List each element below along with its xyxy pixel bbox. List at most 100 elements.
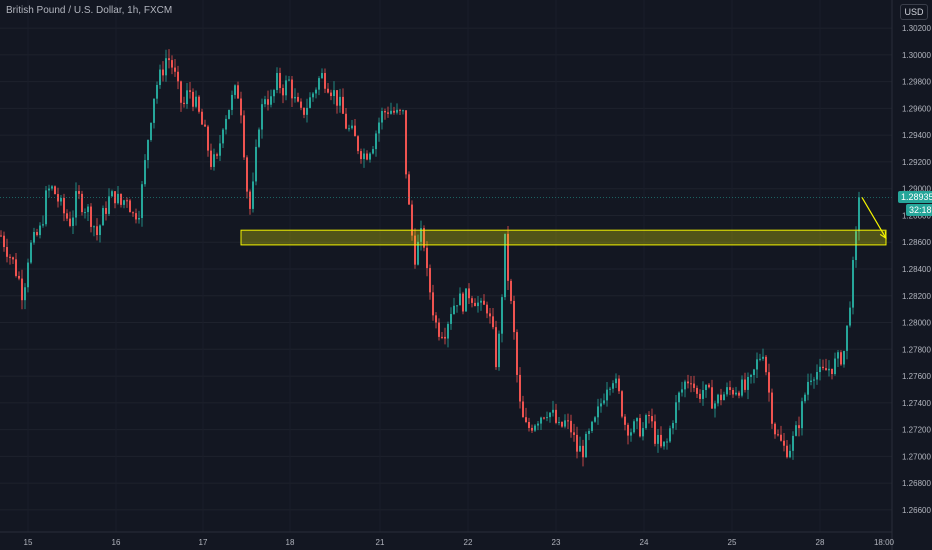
candle-body — [84, 212, 86, 214]
candle-body — [657, 434, 659, 444]
candle-body — [312, 93, 314, 98]
candle-body — [489, 313, 491, 317]
candle-body — [843, 350, 845, 365]
candle-body — [528, 421, 530, 428]
candle-body — [162, 69, 164, 76]
candle-body — [666, 441, 668, 443]
candle-body — [348, 128, 350, 130]
candle-body — [399, 109, 401, 111]
candle-body — [309, 97, 311, 108]
candle-body — [330, 92, 332, 97]
candle-body — [639, 418, 641, 437]
candle-body — [612, 383, 614, 389]
candle-body — [579, 445, 581, 452]
candle-body — [858, 197, 860, 232]
candle-body — [720, 394, 722, 401]
candle-body — [462, 293, 464, 312]
candle-body — [69, 218, 71, 226]
candle-body — [519, 374, 521, 402]
candle-body — [588, 430, 590, 434]
candle-body — [492, 316, 494, 328]
candle-body — [297, 96, 299, 102]
candle-body — [243, 115, 245, 158]
candle-body — [189, 90, 191, 92]
candle-body — [138, 217, 140, 220]
candle-body — [816, 372, 818, 380]
candle-body — [252, 181, 254, 209]
last-price-label: 1.28935 — [898, 191, 932, 204]
candle-body — [609, 388, 611, 390]
candle-body — [183, 102, 185, 105]
candle-body — [624, 416, 626, 425]
candle-body — [213, 154, 215, 167]
price-tick-label: 1.27200 — [902, 426, 931, 435]
candle-body — [480, 300, 482, 303]
candle-body — [99, 225, 101, 236]
price-tick-label: 1.26800 — [902, 479, 931, 488]
candle-body — [705, 384, 707, 391]
candle-body — [327, 88, 329, 93]
candle-body — [417, 241, 419, 265]
candle-body — [486, 304, 488, 314]
time-tick-label: 21 — [376, 538, 385, 547]
candle-body — [381, 111, 383, 123]
candle-body — [684, 381, 686, 390]
arrow-shaft — [861, 197, 887, 239]
candle-body — [516, 332, 518, 375]
candle-body — [321, 73, 323, 79]
candle-body — [459, 293, 461, 306]
candle-body — [660, 434, 662, 447]
candle-body — [630, 432, 632, 436]
candle-body — [642, 428, 644, 437]
candle-body — [450, 314, 452, 324]
candle-body — [126, 200, 128, 202]
candle-body — [813, 379, 815, 381]
candle-body — [102, 208, 104, 226]
candle-body — [669, 428, 671, 442]
candle-body — [195, 96, 197, 107]
candle-body — [717, 394, 719, 404]
time-tick-label: 18 — [286, 538, 295, 547]
candle-body — [393, 110, 395, 113]
candle-body — [186, 90, 188, 105]
candle-body — [822, 366, 824, 369]
candle-body — [573, 432, 575, 435]
candle-body — [57, 194, 59, 202]
candle-body — [768, 372, 770, 393]
candle-body — [750, 374, 752, 377]
price-axis[interactable]: 1.30200 1.30000 1.29800 1.29600 1.29400 1.292… — [902, 24, 931, 515]
candle-body — [738, 392, 740, 396]
candle-body — [633, 421, 635, 433]
candle-body — [168, 58, 170, 61]
grid-lines — [0, 27, 892, 511]
candle-body — [240, 98, 242, 116]
candle-body — [78, 191, 80, 194]
candle-body — [294, 96, 296, 99]
candle-body — [219, 143, 221, 156]
candle-body — [789, 450, 791, 458]
candle-body — [444, 336, 446, 339]
candle-body — [336, 90, 338, 106]
currency-button[interactable]: USD — [900, 4, 928, 20]
price-tick-label: 1.28000 — [902, 319, 931, 328]
candle-body — [285, 80, 287, 96]
countdown-label: 32:18 — [906, 204, 932, 217]
candle-body — [780, 434, 782, 441]
candle-body — [846, 325, 848, 351]
candle-body — [147, 140, 149, 161]
candle-body — [852, 260, 854, 308]
candle-body — [546, 417, 548, 419]
candle-body — [801, 401, 803, 429]
time-axis[interactable]: 15 16 17 18 21 22 23 24 25 28 18:00 — [24, 538, 895, 547]
candle-body — [111, 191, 113, 197]
candle-body — [549, 412, 551, 418]
candle-body — [354, 125, 356, 137]
candle-body — [303, 107, 305, 115]
candle-body — [828, 368, 830, 371]
candle-body — [39, 225, 41, 236]
candle-body — [792, 435, 794, 451]
candle-body — [411, 204, 413, 236]
candle-body — [618, 378, 620, 392]
candle-body — [324, 73, 326, 89]
